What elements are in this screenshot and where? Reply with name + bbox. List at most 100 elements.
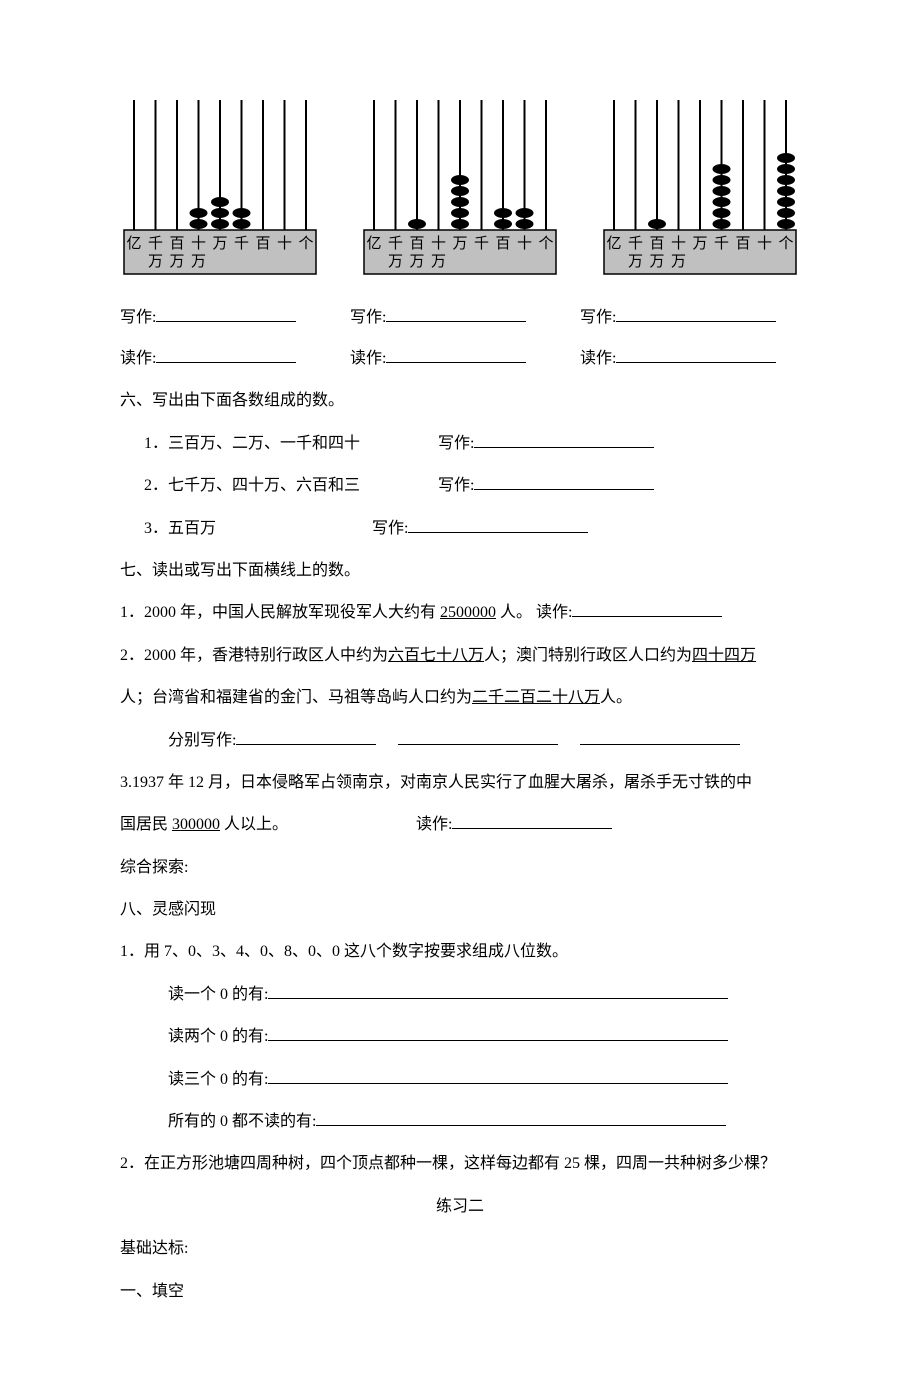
svg-text:千: 千 bbox=[388, 235, 403, 252]
s7-q2c-u: 二千二百二十八万 bbox=[472, 689, 600, 706]
write-row: 写作: 写作: 写作: bbox=[120, 300, 800, 335]
svg-text:十: 十 bbox=[431, 235, 446, 252]
s8-l2-label: 读两个 0 的有: bbox=[168, 1028, 268, 1045]
svg-text:万: 万 bbox=[692, 236, 707, 252]
write-label-1: 写作: bbox=[120, 300, 156, 335]
svg-text:百: 百 bbox=[255, 236, 270, 252]
s7-q2-blank-1[interactable] bbox=[236, 728, 376, 745]
s7-q1-blank[interactable] bbox=[572, 600, 722, 617]
s7-q2-line2: 人；台湾省和福建省的金门、马祖等岛屿人口约为二千二百二十八万人。 bbox=[120, 679, 800, 717]
svg-text:万: 万 bbox=[148, 254, 163, 270]
s8-l1-blank[interactable] bbox=[268, 982, 728, 999]
write-blank-1[interactable] bbox=[156, 305, 296, 322]
s7-q1-num: 2500000 bbox=[440, 604, 496, 621]
s8-q1: 1．用 7、0、3、4、0、8、0、0 这八个数字按要求组成八位数。 bbox=[120, 933, 800, 971]
svg-text:个: 个 bbox=[538, 235, 553, 252]
s7-q2b-u: 四十四万 bbox=[692, 647, 756, 664]
s6-1-no: 1． bbox=[144, 435, 168, 452]
abacus-row: 亿千万百万十万万千百十个 亿千万百万十万万千百十个 亿千万百万十万万千百十个 bbox=[120, 100, 800, 280]
s7-q3b-pre: 国居民 bbox=[120, 816, 172, 833]
svg-text:百: 百 bbox=[735, 236, 750, 252]
s8-line-2: 读两个 0 的有: bbox=[120, 1018, 800, 1056]
svg-text:千: 千 bbox=[628, 235, 643, 252]
s7-q1-pre: 1．2000 年，中国人民解放军现役军人大约有 bbox=[120, 604, 440, 621]
s8-l3-blank[interactable] bbox=[268, 1067, 728, 1084]
svg-text:百: 百 bbox=[409, 236, 424, 252]
s7-q2-write: 分别写作: bbox=[120, 722, 800, 760]
svg-text:亿: 亿 bbox=[126, 235, 141, 252]
s6-3-blank[interactable] bbox=[408, 516, 588, 533]
svg-text:千: 千 bbox=[148, 235, 163, 252]
fill-title: 一、填空 bbox=[120, 1273, 800, 1311]
s8-line-4: 所有的 0 都不读的有: bbox=[120, 1103, 800, 1141]
svg-text:个: 个 bbox=[298, 235, 313, 252]
read-blank-3[interactable] bbox=[616, 346, 776, 363]
s8-l2-blank[interactable] bbox=[268, 1024, 728, 1041]
write-label-3: 写作: bbox=[580, 300, 616, 335]
s6-2-blank[interactable] bbox=[474, 473, 654, 490]
s6-1-write-label: 写作: bbox=[438, 435, 474, 452]
svg-text:万: 万 bbox=[452, 236, 467, 252]
read-row: 读作: 读作: 读作: bbox=[120, 341, 800, 376]
section7-title: 七、读出或写出下面横线上的数。 bbox=[120, 552, 800, 590]
svg-text:万: 万 bbox=[628, 254, 643, 270]
s8-l4-label: 所有的 0 都不读的有: bbox=[168, 1113, 316, 1130]
svg-text:万: 万 bbox=[212, 236, 227, 252]
s6-item-3: 3．五百万 写作: bbox=[120, 510, 800, 548]
section6-title: 六、写出由下面各数组成的数。 bbox=[120, 382, 800, 420]
svg-text:十: 十 bbox=[757, 235, 772, 252]
s6-1-blank[interactable] bbox=[474, 431, 654, 448]
base-title: 基础达标: bbox=[120, 1230, 800, 1268]
svg-text:十: 十 bbox=[671, 235, 686, 252]
svg-text:十: 十 bbox=[517, 235, 532, 252]
svg-text:千: 千 bbox=[234, 235, 249, 252]
abacus-2: 亿千万百万十万万千百十个 bbox=[360, 100, 560, 280]
s8-l4-blank[interactable] bbox=[316, 1109, 726, 1126]
svg-text:万: 万 bbox=[388, 254, 403, 270]
s6-3-text: 五百万 bbox=[168, 520, 216, 537]
s6-2-text: 七千万、四十万、六百和三 bbox=[168, 477, 360, 494]
svg-text:亿: 亿 bbox=[606, 235, 621, 252]
s7-q3-blank[interactable] bbox=[452, 812, 612, 829]
svg-text:万: 万 bbox=[671, 254, 686, 270]
s6-item-1: 1．三百万、二万、一千和四十 写作: bbox=[120, 425, 800, 463]
svg-text:个: 个 bbox=[778, 235, 793, 252]
svg-text:百: 百 bbox=[649, 236, 664, 252]
s7-q2d: 人。 bbox=[600, 689, 632, 706]
svg-text:万: 万 bbox=[649, 254, 664, 270]
s7-q3-read-label: 读作: bbox=[416, 816, 452, 833]
s8-line-1: 读一个 0 的有: bbox=[120, 976, 800, 1014]
write-blank-3[interactable] bbox=[616, 305, 776, 322]
svg-text:亿: 亿 bbox=[366, 235, 381, 252]
s6-2-no: 2． bbox=[144, 477, 168, 494]
svg-text:万: 万 bbox=[409, 254, 424, 270]
write-label-2: 写作: bbox=[350, 300, 386, 335]
s8-q2: 2．在正方形池塘四周种树，四个顶点都种一棵，这样每边都有 25 棵，四周一共种树… bbox=[120, 1145, 800, 1183]
s7-q2-write-label: 分别写作: bbox=[168, 732, 236, 749]
s6-3-write-label: 写作: bbox=[372, 520, 408, 537]
s7-q3-line2: 国居民 300000 人以上。 读作: bbox=[120, 806, 800, 844]
s7-q2-blank-3[interactable] bbox=[580, 728, 740, 745]
s6-1-text: 三百万、二万、一千和四十 bbox=[168, 435, 360, 452]
s7-q2c: 人；台湾省和福建省的金门、马祖等岛屿人口约为 bbox=[120, 689, 472, 706]
s7-q1-post: 人。 读作: bbox=[496, 604, 572, 621]
read-label-3: 读作: bbox=[580, 341, 616, 376]
read-label-2: 读作: bbox=[350, 341, 386, 376]
section8-title: 八、灵感闪现 bbox=[120, 891, 800, 929]
s7-q2a-u: 六百七十八万 bbox=[388, 647, 484, 664]
s6-item-2: 2．七千万、四十万、六百和三 写作: bbox=[120, 467, 800, 505]
read-blank-1[interactable] bbox=[156, 346, 296, 363]
s8-l3-label: 读三个 0 的有: bbox=[168, 1071, 268, 1088]
write-blank-2[interactable] bbox=[386, 305, 526, 322]
svg-text:万: 万 bbox=[191, 254, 206, 270]
s7-q2-blank-2[interactable] bbox=[398, 728, 558, 745]
svg-text:千: 千 bbox=[474, 235, 489, 252]
read-blank-2[interactable] bbox=[386, 346, 526, 363]
s7-q3b-post: 人以上。 bbox=[220, 816, 288, 833]
s7-q2-line1: 2．2000 年，香港特别行政区人中约为六百七十八万人；澳门特别行政区人口约为四… bbox=[120, 637, 800, 675]
abacus-3: 亿千万百万十万万千百十个 bbox=[600, 100, 800, 280]
svg-text:万: 万 bbox=[169, 254, 184, 270]
s8-l1-label: 读一个 0 的有: bbox=[168, 986, 268, 1003]
s7-q3-line1: 3.1937 年 12 月，日本侵略军占领南京，对南京人民实行了血腥大屠杀，屠杀… bbox=[120, 764, 800, 802]
svg-text:百: 百 bbox=[495, 236, 510, 252]
